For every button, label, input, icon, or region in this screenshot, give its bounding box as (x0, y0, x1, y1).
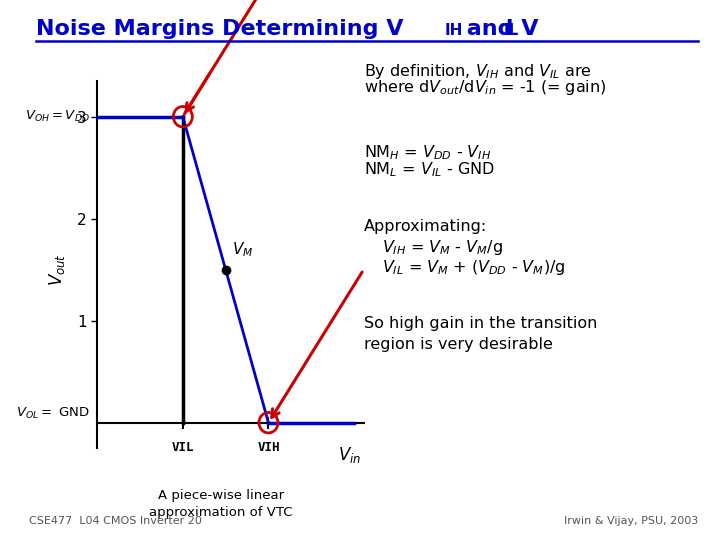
Text: Approximating:: Approximating: (364, 219, 487, 234)
Text: NM$_L$ = $V_{IL}$ - GND: NM$_L$ = $V_{IL}$ - GND (364, 160, 494, 179)
Text: $V_{OL} = $ GND: $V_{OL} = $ GND (16, 406, 89, 421)
Text: $V_{in}$: $V_{in}$ (338, 445, 361, 465)
Text: By definition, $V_{IH}$ and $V_{IL}$ are: By definition, $V_{IH}$ and $V_{IL}$ are (364, 62, 591, 81)
Text: Irwin & Vijay, PSU, 2003: Irwin & Vijay, PSU, 2003 (564, 516, 698, 526)
Text: where d$V_{out}$/d$V_{in}$ = -1 (= gain): where d$V_{out}$/d$V_{in}$ = -1 (= gain) (364, 78, 606, 97)
Text: $V_{IH}$ = $V_M$ - $V_M$/g: $V_{IH}$ = $V_M$ - $V_M$/g (382, 238, 503, 256)
Text: $V_{OH} = V_{DD}$: $V_{OH} = V_{DD}$ (24, 109, 89, 124)
Text: IL: IL (503, 23, 518, 38)
Text: and V: and V (459, 19, 539, 39)
Text: $V_{out}$: $V_{out}$ (48, 253, 67, 286)
Text: A piece-wise linear
approximation of VTC: A piece-wise linear approximation of VTC (149, 489, 292, 519)
Text: So high gain in the transition
region is very desirable: So high gain in the transition region is… (364, 316, 597, 352)
Text: IH: IH (445, 23, 464, 38)
Text: CSE477  L04 CMOS Inverter 20: CSE477 L04 CMOS Inverter 20 (29, 516, 202, 526)
Text: VIH: VIH (257, 441, 279, 454)
Text: $V_{IL}$ = $V_M$ + ($V_{DD}$ - $V_M$)/g: $V_{IL}$ = $V_M$ + ($V_{DD}$ - $V_M$)/g (382, 258, 565, 276)
Text: $V_M$: $V_M$ (233, 241, 253, 260)
Text: Noise Margins Determining V: Noise Margins Determining V (36, 19, 403, 39)
Text: NM$_H$ = $V_{DD}$ - $V_{IH}$: NM$_H$ = $V_{DD}$ - $V_{IH}$ (364, 143, 491, 162)
Text: VIL: VIL (171, 441, 194, 454)
